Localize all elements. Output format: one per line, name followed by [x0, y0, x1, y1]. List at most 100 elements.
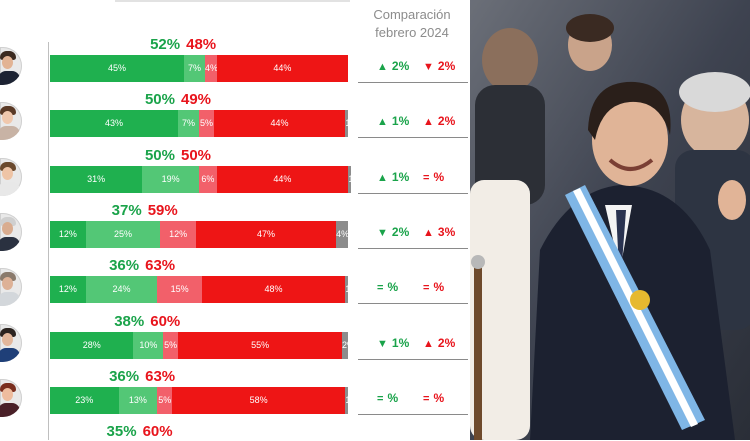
negative-total-label: 59% — [147, 201, 178, 219]
bar-segment-positive-dark — [50, 55, 185, 82]
positive-total-label: 38% — [114, 312, 145, 330]
bar-segment-label: 55% — [251, 339, 270, 350]
approval-chart: Comparación febrero 2024 45%7%4%44%0%52%… — [0, 0, 468, 440]
comparison-positive: =% — [377, 389, 398, 407]
comparison-divider — [358, 358, 468, 360]
bar-segment-positive-dark — [50, 220, 86, 248]
comparison-negative-value: % — [433, 169, 445, 184]
bar-segment-label: 44% — [273, 63, 292, 73]
bar-segment-label: 7% — [182, 118, 196, 129]
comparison-header: Comparación febrero 2024 — [362, 6, 462, 42]
comparison-negative-value: % — [433, 390, 445, 405]
comparison-positive: ▲ 1% — [377, 112, 409, 130]
bar-segment-label: 7% — [188, 63, 202, 73]
comparison-positive-arrow-down-icon: ▼ — [377, 337, 388, 350]
bar-segment-positive-dark — [50, 110, 179, 138]
bar-segment-label: 23% — [75, 394, 94, 405]
avatar-body — [0, 71, 20, 85]
bar-segment-label: 12% — [169, 228, 188, 239]
bar-segment-negative-light — [160, 220, 196, 248]
comparison-divider — [358, 413, 468, 415]
comparison-positive-arrow-down-icon: ▼ — [377, 226, 388, 239]
bar-segment-negative-light — [204, 55, 217, 82]
avatar-body — [0, 402, 20, 417]
comparison-divider — [358, 82, 468, 83]
comparison-positive-arrow-up-icon: ▲ — [377, 171, 388, 184]
bar-segment-label: 47% — [257, 228, 276, 239]
comparison-divider — [358, 192, 468, 194]
bar-segment-label: 6% — [201, 173, 215, 184]
bar-segment-no-answer — [342, 331, 348, 359]
bar-segment-label: 4% — [204, 63, 217, 73]
avatar-body — [0, 236, 20, 251]
bar-segment-label: 12% — [58, 228, 77, 239]
bar-segment-label: 31% — [87, 173, 106, 184]
bar-segment-label: 12% — [58, 284, 77, 295]
bar-segment-label: 10% — [139, 339, 158, 350]
avatar-4 — [0, 212, 22, 251]
comparison-positive-arrow-up-icon: ▲ — [377, 116, 388, 129]
bar-segment-negative-dark — [213, 110, 345, 138]
bar-segment-positive-dark — [50, 386, 119, 414]
avatar-face — [2, 166, 13, 180]
bar-segment-negative-light — [157, 276, 202, 304]
bar-segment-label: 11 — [348, 173, 358, 184]
comparison-negative-value: 2% — [437, 114, 456, 129]
bar-segment-positive-dark — [50, 276, 86, 304]
bar-segment-label: 19% — [161, 173, 180, 184]
bar-segment-label: 44% — [273, 173, 292, 184]
comparison-positive: ▲ 2% — [377, 57, 409, 75]
avatar-body — [0, 126, 20, 141]
avatar-body — [0, 347, 20, 362]
bar-segment-negative-dark — [216, 55, 348, 82]
avatar-7 — [0, 378, 22, 417]
bar-segment-negative-light — [157, 386, 173, 414]
bar-segment-label: 4% — [336, 228, 348, 239]
avatar-body — [0, 292, 20, 307]
bar-segment-label: 5% — [164, 339, 178, 350]
avatar-face — [2, 221, 13, 235]
negative-total-label: 63% — [145, 257, 176, 275]
comparison-positive-equal-sign: = — [377, 392, 384, 405]
comparison-negative: =% — [423, 278, 444, 296]
comparison-positive: ▲ 1% — [377, 168, 409, 186]
bar-segment-label: 43% — [105, 118, 124, 129]
avatar-body — [0, 181, 20, 196]
bar-segment-negative-dark — [172, 386, 345, 414]
bar-segment-no-answer — [345, 386, 348, 414]
bar-segment-positive-dark — [50, 331, 134, 359]
avatar-hair — [0, 106, 16, 116]
negative-total-label: 60% — [150, 312, 181, 330]
bar-segment-label: 44% — [270, 118, 289, 129]
bar-segment-positive-dark — [50, 165, 143, 193]
comparison-positive: ▼ 2% — [377, 223, 409, 241]
bar-segment-no-answer — [336, 220, 348, 248]
avatar-face — [2, 56, 13, 69]
chart-axis-line — [48, 42, 49, 440]
comparison-negative-equal-sign: = — [423, 282, 430, 295]
comparison-negative: ▲ 2% — [423, 112, 455, 130]
comparison-negative-value: % — [433, 280, 445, 295]
comparison-negative-arrow-up-icon: ▲ — [423, 337, 434, 350]
avatar-hair — [0, 327, 16, 337]
positive-total-label: 36% — [109, 257, 140, 275]
comparison-positive-arrow-up-icon: ▲ — [377, 61, 388, 73]
bar-segment-positive-light — [178, 110, 199, 138]
bar-segment-negative-dark — [216, 165, 348, 193]
comparison-negative-value: 3% — [437, 224, 456, 239]
bar-segment-label: 11 — [345, 118, 355, 129]
comparison-divider — [358, 137, 468, 139]
bar-segment-label: 11 — [345, 394, 355, 405]
avatar-hair — [0, 272, 16, 282]
comparison-positive-value: % — [387, 280, 399, 295]
comparison-negative: ▲ 3% — [423, 223, 455, 241]
comparison-positive-value: 1% — [391, 169, 410, 184]
comparison-negative-arrow-up-icon: ▲ — [423, 226, 434, 239]
bar-segment-label: 24% — [112, 284, 131, 295]
bar-segment-no-answer — [348, 165, 351, 193]
bar-segment-label: 5% — [158, 394, 172, 405]
comparison-header-line2: febrero 2024 — [375, 25, 449, 40]
bar-segment-negative-light — [199, 165, 217, 193]
avatar-5 — [0, 268, 22, 307]
bar-segment-positive-light — [142, 165, 199, 193]
